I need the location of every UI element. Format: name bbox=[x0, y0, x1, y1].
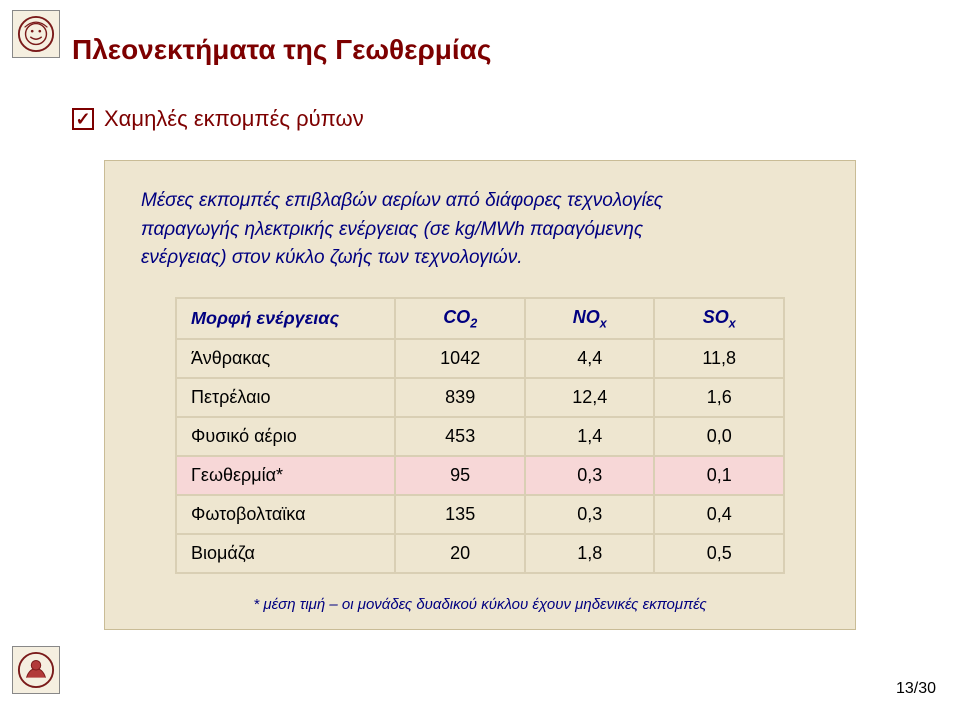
sox-a: SO bbox=[703, 307, 729, 327]
table-row: Πετρέλαιο83912,41,6 bbox=[176, 378, 784, 417]
bullet-row: ✓ Χαμηλές εκπομπές ρύπων bbox=[72, 106, 364, 132]
table-row: Φωτοβολταϊκα1350,30,4 bbox=[176, 495, 784, 534]
row-co2-cell: 453 bbox=[395, 417, 525, 456]
description: Μέσες εκπομπές επιβλαβών αερίων από διάφ… bbox=[141, 187, 819, 273]
page-title: Πλεονεκτήματα της Γεωθερμίας bbox=[72, 34, 491, 66]
row-co2-cell: 20 bbox=[395, 534, 525, 573]
row-co2-cell: 1042 bbox=[395, 339, 525, 378]
row-name-cell: Βιομάζα bbox=[176, 534, 395, 573]
row-sox-cell: 0,5 bbox=[654, 534, 784, 573]
content-box: Μέσες εκπομπές επιβλαβών αερίων από διάφ… bbox=[104, 160, 856, 630]
co2-a: CO bbox=[443, 307, 470, 327]
table-header-row: Μορφή ενέργειας CO2 NOx SOx bbox=[176, 298, 784, 340]
col-name: Μορφή ενέργειας bbox=[176, 298, 395, 340]
row-name-cell: Άνθρακας bbox=[176, 339, 395, 378]
row-nox-cell: 4,4 bbox=[525, 339, 655, 378]
row-nox-cell: 0,3 bbox=[525, 495, 655, 534]
row-nox-cell: 12,4 bbox=[525, 378, 655, 417]
table-row: Φυσικό αέριο4531,40,0 bbox=[176, 417, 784, 456]
row-nox-cell: 1,4 bbox=[525, 417, 655, 456]
table-row: Γεωθερμία*950,30,1 bbox=[176, 456, 784, 495]
sox-b: x bbox=[729, 316, 736, 330]
desc-line2: παραγωγής ηλεκτρικής ενέργειας (σε kg/MW… bbox=[141, 219, 643, 240]
row-sox-cell: 1,6 bbox=[654, 378, 784, 417]
row-sox-cell: 0,0 bbox=[654, 417, 784, 456]
row-name-cell: Γεωθερμία* bbox=[176, 456, 395, 495]
check-icon: ✓ bbox=[72, 108, 94, 130]
col-co2: CO2 bbox=[395, 298, 525, 340]
emissions-table: Μορφή ενέργειας CO2 NOx SOx Άνθρακας1042… bbox=[175, 297, 785, 575]
nox-a: NO bbox=[573, 307, 600, 327]
row-co2-cell: 95 bbox=[395, 456, 525, 495]
page-number: 13/30 bbox=[896, 680, 936, 698]
row-name-cell: Φυσικό αέριο bbox=[176, 417, 395, 456]
bottom-logo-icon bbox=[12, 646, 60, 694]
nox-b: x bbox=[600, 316, 607, 330]
desc-line1: Μέσες εκπομπές επιβλαβών αερίων από διάφ… bbox=[141, 190, 663, 211]
table-row: Βιομάζα201,80,5 bbox=[176, 534, 784, 573]
row-nox-cell: 0,3 bbox=[525, 456, 655, 495]
row-name-cell: Φωτοβολταϊκα bbox=[176, 495, 395, 534]
row-sox-cell: 0,1 bbox=[654, 456, 784, 495]
top-logo-icon bbox=[12, 10, 60, 58]
co2-b: 2 bbox=[470, 316, 477, 330]
footnote: * μέση τιμή – οι μονάδες δυαδικού κύκλου… bbox=[141, 596, 819, 613]
row-co2-cell: 839 bbox=[395, 378, 525, 417]
row-co2-cell: 135 bbox=[395, 495, 525, 534]
row-name-cell: Πετρέλαιο bbox=[176, 378, 395, 417]
row-nox-cell: 1,8 bbox=[525, 534, 655, 573]
col-nox: NOx bbox=[525, 298, 655, 340]
row-sox-cell: 11,8 bbox=[654, 339, 784, 378]
desc-line3: ενέργειας) στον κύκλο ζωής των τεχνολογι… bbox=[141, 247, 522, 268]
col-sox: SOx bbox=[654, 298, 784, 340]
bullet-text: Χαμηλές εκπομπές ρύπων bbox=[104, 106, 364, 132]
table-row: Άνθρακας10424,411,8 bbox=[176, 339, 784, 378]
row-sox-cell: 0,4 bbox=[654, 495, 784, 534]
